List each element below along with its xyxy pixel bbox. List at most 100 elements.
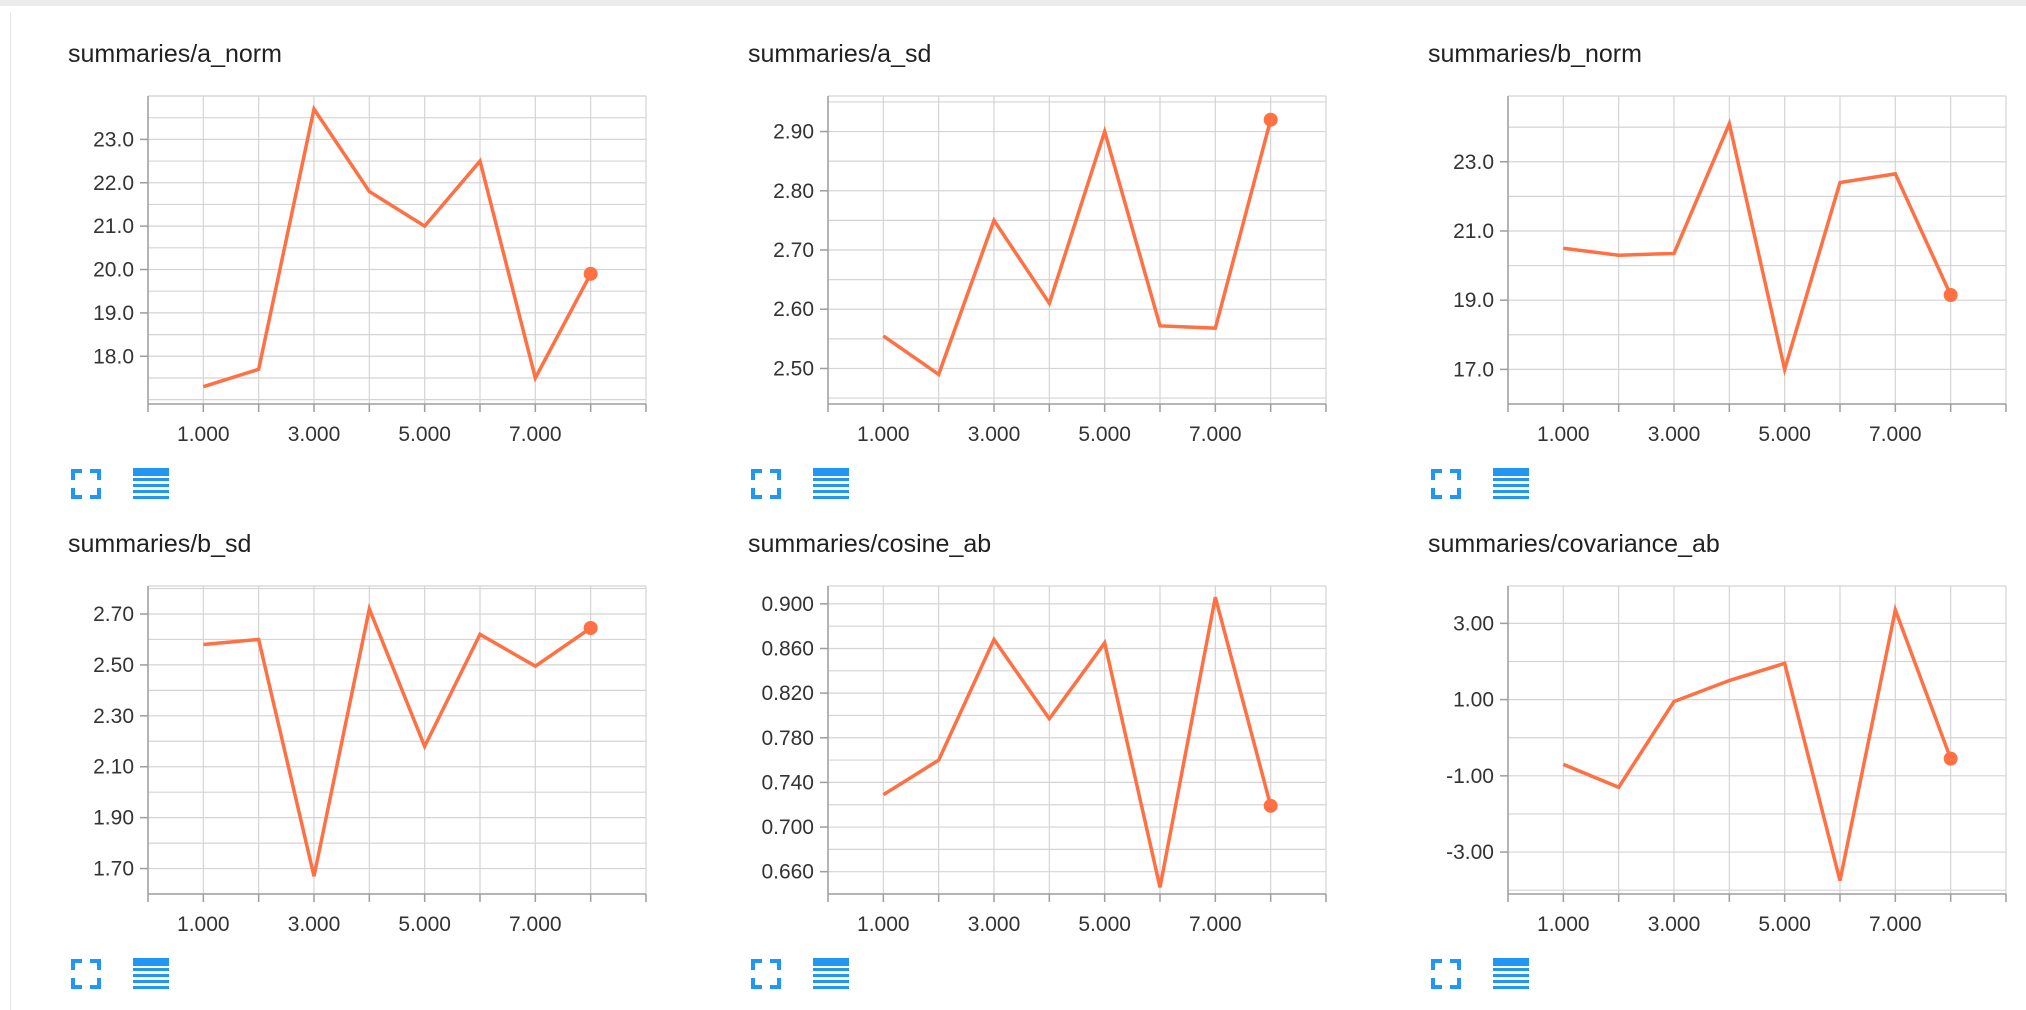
last-point-marker[interactable] <box>583 621 598 635</box>
last-point-marker[interactable] <box>583 266 598 281</box>
data-point[interactable] <box>1156 883 1164 891</box>
expand-icon <box>1431 469 1461 499</box>
data-point[interactable] <box>476 630 484 638</box>
data-point[interactable] <box>990 636 998 644</box>
data-point[interactable] <box>1101 639 1109 647</box>
data-point[interactable] <box>990 216 998 224</box>
chart-card: summaries/a_sd 2.50 2.60 2.70 2.80 2.90 1.000 3… <box>748 0 1388 499</box>
chart-title: summaries/covariance_ab <box>1428 530 1720 558</box>
x-tick-label: 1.000 <box>1537 423 1590 446</box>
y-tick-label: 23.0 <box>93 128 134 151</box>
list-icon <box>133 958 169 989</box>
data-point[interactable] <box>199 641 207 649</box>
y-tick-label: 20.0 <box>93 259 134 282</box>
data-point[interactable] <box>365 187 373 195</box>
data-point[interactable] <box>1045 299 1053 307</box>
y-tick-label: 17.0 <box>1453 358 1494 381</box>
y-tick-label: 2.30 <box>93 705 134 728</box>
list-icon <box>133 468 169 499</box>
expand-chart-button[interactable] <box>68 466 104 502</box>
x-tick-label: 7.000 <box>509 913 562 936</box>
data-point[interactable] <box>531 662 539 670</box>
expand-icon <box>1431 959 1461 989</box>
y-tick-label: 2.10 <box>93 756 134 779</box>
toggle-data-table-button[interactable] <box>133 466 169 502</box>
data-point[interactable] <box>879 332 887 340</box>
data-point[interactable] <box>1559 760 1567 768</box>
data-point[interactable] <box>1559 244 1567 252</box>
data-point[interactable] <box>1781 365 1789 373</box>
data-point[interactable] <box>310 872 318 880</box>
list-icon <box>813 958 849 989</box>
line-chart: 2.50 2.60 2.70 2.80 2.90 1.000 3.000 5.000 7.000 <box>773 95 1327 446</box>
x-tick-label: 1.000 <box>857 913 910 936</box>
y-tick-label: 19.0 <box>93 302 134 325</box>
line-chart: 0.660 0.700 0.740 0.780 0.820 0.860 0.900 1.000… <box>761 585 1327 936</box>
data-point[interactable] <box>1615 251 1623 259</box>
expand-chart-button[interactable] <box>68 956 104 992</box>
data-point[interactable] <box>1725 677 1733 685</box>
data-point[interactable] <box>1670 249 1678 257</box>
data-point[interactable] <box>199 383 207 391</box>
data-point[interactable] <box>1836 179 1844 187</box>
data-point[interactable] <box>935 370 943 378</box>
grid <box>827 585 1327 895</box>
data-point[interactable] <box>1156 322 1164 330</box>
y-tick-label: -1.00 <box>1446 765 1494 788</box>
y-tick-label: 23.0 <box>1453 151 1494 174</box>
data-point[interactable] <box>1615 783 1623 791</box>
series-line <box>202 104 593 389</box>
toggle-data-table-button[interactable] <box>1493 956 1529 992</box>
x-tick-label: 1.000 <box>857 423 910 446</box>
data-point[interactable] <box>1670 698 1678 706</box>
expand-chart-button[interactable] <box>1428 466 1464 502</box>
data-point[interactable] <box>879 791 887 799</box>
data-point[interactable] <box>1891 606 1899 614</box>
y-tick-label: 2.80 <box>773 180 814 203</box>
data-point[interactable] <box>1891 170 1899 178</box>
data-point[interactable] <box>476 157 484 165</box>
data-point[interactable] <box>1101 128 1109 136</box>
y-tick-label: 19.0 <box>1453 289 1494 312</box>
x-tick-label: 3.000 <box>968 913 1021 936</box>
data-point[interactable] <box>1725 120 1733 128</box>
expand-chart-button[interactable] <box>748 956 784 992</box>
data-point[interactable] <box>255 365 263 373</box>
data-point[interactable] <box>1045 715 1053 723</box>
expand-chart-button[interactable] <box>1428 956 1464 992</box>
data-point[interactable] <box>310 105 318 113</box>
data-point[interactable] <box>1836 877 1844 885</box>
data-point[interactable] <box>421 742 429 750</box>
toggle-data-table-button[interactable] <box>813 956 849 992</box>
data-point[interactable] <box>365 605 373 613</box>
data-point[interactable] <box>935 756 943 764</box>
series-line <box>1563 118 1953 377</box>
toggle-data-table-button[interactable] <box>1493 466 1529 502</box>
chart-title: summaries/a_norm <box>68 40 282 68</box>
data-point[interactable] <box>531 374 539 382</box>
y-tick-label: 2.70 <box>773 239 814 262</box>
expand-icon <box>71 469 101 499</box>
y-tick-label: 0.740 <box>761 771 814 794</box>
x-tick-label: 3.000 <box>968 423 1021 446</box>
data-point[interactable] <box>1211 593 1219 601</box>
last-point-marker[interactable] <box>1263 798 1278 813</box>
expand-chart-button[interactable] <box>748 466 784 502</box>
x-tick-label: 7.000 <box>1869 423 1922 446</box>
data-point[interactable] <box>1211 324 1219 332</box>
grid <box>147 585 647 895</box>
x-tick-label: 1.000 <box>177 423 230 446</box>
data-point[interactable] <box>255 635 263 643</box>
y-tick-label: 2.50 <box>773 357 814 380</box>
y-tick-label: 21.0 <box>1453 220 1494 243</box>
x-tick-label: 3.000 <box>288 423 341 446</box>
data-point[interactable] <box>1781 659 1789 667</box>
last-point-marker[interactable] <box>1943 287 1958 302</box>
toggle-data-table-button[interactable] <box>813 466 849 502</box>
last-point-marker[interactable] <box>1263 112 1278 127</box>
y-tick-label: 21.0 <box>93 215 134 238</box>
last-point-marker[interactable] <box>1943 751 1958 766</box>
y-tick-label: -3.00 <box>1446 841 1494 864</box>
toggle-data-table-button[interactable] <box>133 956 169 992</box>
data-point[interactable] <box>421 222 429 230</box>
